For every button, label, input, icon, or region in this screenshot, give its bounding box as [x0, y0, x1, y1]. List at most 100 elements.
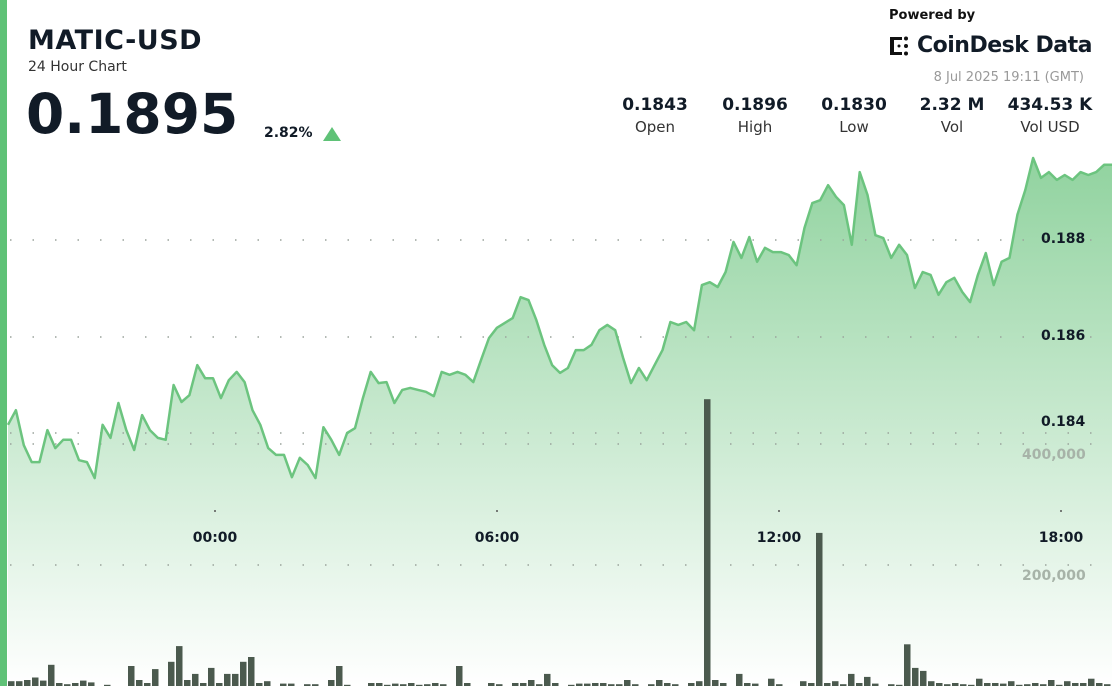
volume-bar [104, 684, 111, 686]
stat-open: 0.1843 Open [600, 95, 710, 136]
time-tick-label: 18:00 [1038, 530, 1084, 546]
time-tick [778, 510, 780, 512]
volume-bar [584, 683, 591, 686]
stat-label: High [737, 117, 773, 136]
volume-bar [1056, 684, 1063, 686]
volume-bar [664, 683, 671, 686]
volume-bar [960, 684, 967, 686]
volume-bar [240, 661, 247, 686]
volume-bar [1080, 683, 1087, 686]
stat-label: Open [634, 117, 676, 136]
volume-bar [992, 683, 999, 686]
volume-bar [832, 681, 839, 686]
volume-bar [576, 683, 583, 686]
stat-label: Vol [940, 117, 964, 136]
stat-value: 0.1896 [722, 95, 788, 115]
volume-bar [416, 684, 423, 686]
volume-bar [16, 681, 23, 686]
powered-by: Powered by [889, 8, 976, 23]
volume-bar [608, 684, 615, 686]
price-area [8, 158, 1112, 686]
volume-bar [1048, 680, 1055, 686]
volume-bar [344, 684, 351, 686]
time-tick-label: 06:00 [474, 530, 520, 546]
volume-bar [928, 681, 935, 686]
volume-bar [920, 670, 927, 686]
volume-bar [392, 683, 399, 686]
time-tick-label: 12:00 [756, 530, 802, 546]
volume-bar [200, 683, 207, 686]
volume-bar [720, 683, 727, 686]
volume-bar [912, 667, 919, 686]
volume-bar [1104, 684, 1111, 686]
coindesk-logo-icon [890, 36, 908, 56]
volume-bar [192, 673, 199, 686]
volume-bar [40, 680, 47, 686]
stat-vol: 2.32 M Vol [897, 95, 1007, 136]
price-change: 2.82% [264, 125, 313, 141]
stat-label: Low [839, 117, 869, 136]
volume-tick-label: 400,000 [1022, 447, 1086, 463]
volume-bar [888, 684, 895, 686]
volume-bar [256, 683, 263, 686]
accent-bar [0, 0, 7, 686]
chart-subtitle: 24 Hour Chart [28, 59, 127, 75]
volume-bar [592, 683, 599, 686]
volume-bar [24, 680, 31, 686]
volume-bar [408, 683, 415, 686]
volume-bar [968, 684, 975, 686]
volume-bar [80, 680, 87, 686]
volume-bar [688, 683, 695, 686]
volume-bar [544, 673, 551, 686]
volume-bar [952, 683, 959, 686]
volume-bar [1072, 683, 1079, 686]
volume-bar [672, 684, 679, 686]
volume-bar [432, 683, 439, 686]
up-arrow-icon [323, 127, 341, 141]
volume-bar [520, 683, 527, 686]
time-tick [496, 510, 498, 512]
volume-bar [1016, 684, 1023, 686]
volume-bar [128, 666, 135, 686]
volume-bar [896, 684, 903, 686]
volume-bar [872, 683, 879, 686]
volume-bar [136, 680, 143, 686]
time-tick-label: 00:00 [192, 530, 238, 546]
volume-bar [936, 683, 943, 686]
volume-bar [704, 399, 711, 686]
volume-bar [1032, 683, 1039, 686]
volume-bar [1008, 681, 1015, 686]
volume-bar [440, 684, 447, 686]
stat-high: 0.1896 High [700, 95, 810, 136]
volume-bar [600, 683, 607, 686]
volume-bar [696, 681, 703, 686]
volume-bar [656, 680, 663, 686]
stat-value: 0.1830 [821, 95, 887, 115]
volume-bar [48, 664, 55, 686]
volume-bar [1040, 684, 1047, 686]
volume-bar [464, 683, 471, 686]
volume-bar [1096, 683, 1103, 686]
volume-bar [288, 683, 295, 686]
volume-bar [8, 681, 15, 686]
stat-low: 0.1830 Low [799, 95, 909, 136]
volume-bar [736, 673, 743, 686]
volume-bar [152, 669, 159, 686]
stat-label: Vol USD [1020, 117, 1080, 136]
volume-bar [904, 644, 911, 686]
volume-bar [208, 667, 215, 686]
volume-bar [808, 683, 815, 686]
volume-bar [632, 684, 639, 686]
volume-bar [488, 683, 495, 686]
volume-bar [456, 666, 463, 686]
volume-bar [840, 684, 847, 686]
volume-bar [312, 684, 319, 686]
stat-vol-usd: 434.53 K Vol USD [995, 95, 1105, 136]
volume-bar [32, 677, 39, 686]
volume-bar [368, 683, 375, 686]
price-tick-label: 0.186 [1041, 328, 1086, 344]
volume-bar [72, 683, 79, 686]
volume-bar [1024, 684, 1031, 686]
volume-bar [328, 680, 335, 686]
volume-bar [848, 673, 855, 686]
